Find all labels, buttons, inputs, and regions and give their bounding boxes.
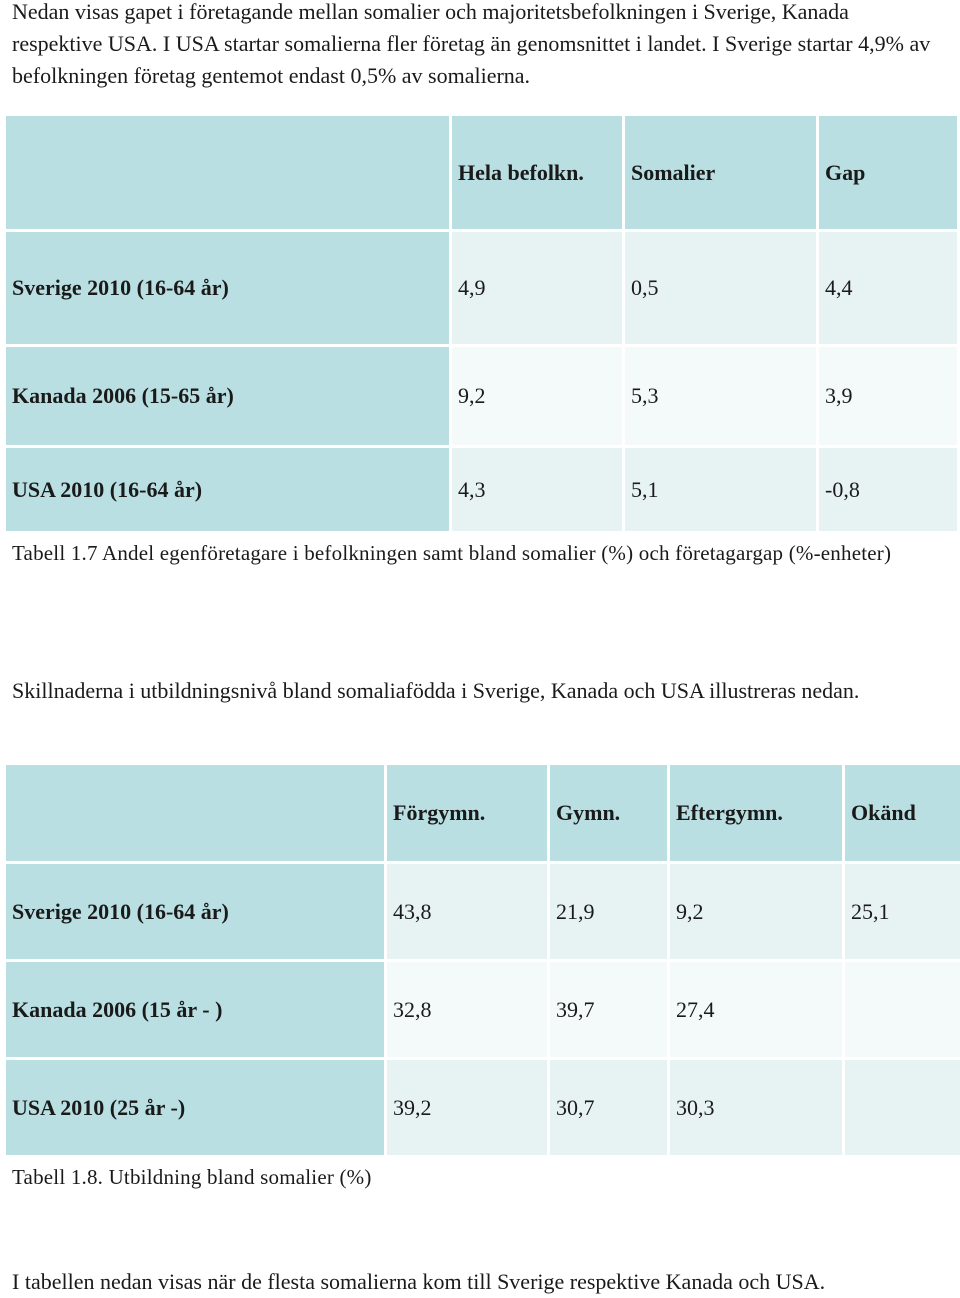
table-row: USA 2010 (25 år -) 39,2 30,7 30,3 [6, 1060, 960, 1155]
table-header-row: Hela befolkn. Somalier Gap [6, 116, 957, 229]
header-somalier: Somalier [625, 116, 816, 229]
table-cell: 39,2 [387, 1060, 547, 1155]
table-row: Kanada 2006 (15-65 år) 9,2 5,3 3,9 [6, 347, 957, 445]
table-cell: 9,2 [670, 864, 842, 959]
row-label: Sverige 2010 (16-64 år) [6, 232, 449, 344]
entrepreneurship-table: Hela befolkn. Somalier Gap Sverige 2010 … [3, 113, 960, 534]
intro-paragraph: Nedan visas gapet i företagande mellan s… [12, 0, 931, 88]
table-cell: -0,8 [819, 448, 957, 531]
header-empty-cell [6, 765, 384, 861]
header-empty-cell [6, 116, 449, 229]
table-cell [845, 1060, 960, 1155]
header-hela-befolkn: Hela befolkn. [452, 116, 622, 229]
final-paragraph: I tabellen nedan visas när de flesta som… [12, 1269, 826, 1294]
table-row: USA 2010 (16-64 år) 4,3 5,1 -0,8 [6, 448, 957, 531]
row-label: Kanada 2006 (15 år - ) [6, 962, 384, 1057]
header-gymn: Gymn. [550, 765, 667, 861]
header-okand: Okänd [845, 765, 960, 861]
education-table: Förgymn. Gymn. Eftergymn. Okänd Sverige … [3, 762, 960, 1158]
table-cell: 9,2 [452, 347, 622, 445]
table-row: Sverige 2010 (16-64 år) 43,8 21,9 9,2 25… [6, 864, 960, 959]
table-cell: 32,8 [387, 962, 547, 1057]
table-cell: 39,7 [550, 962, 667, 1057]
table-caption-1-8: Tabell 1.8. Utbildning bland somalier (%… [12, 1165, 372, 1189]
row-label: USA 2010 (25 år -) [6, 1060, 384, 1155]
table-caption-1-7: Tabell 1.7 Andel egenföretagare i befolk… [12, 541, 892, 565]
middle-paragraph: Skillnaderna i utbildningsnivå bland som… [12, 678, 860, 703]
table-cell: 43,8 [387, 864, 547, 959]
row-label: USA 2010 (16-64 år) [6, 448, 449, 531]
table-header-row: Förgymn. Gymn. Eftergymn. Okänd [6, 765, 960, 861]
table-cell: 0,5 [625, 232, 816, 344]
table-cell: 4,9 [452, 232, 622, 344]
table-cell [845, 962, 960, 1057]
row-label: Sverige 2010 (16-64 år) [6, 864, 384, 959]
table-cell: 25,1 [845, 864, 960, 959]
table-cell: 4,3 [452, 448, 622, 531]
header-eftergymn: Eftergymn. [670, 765, 842, 861]
table-row: Kanada 2006 (15 år - ) 32,8 39,7 27,4 [6, 962, 960, 1057]
table-cell: 30,3 [670, 1060, 842, 1155]
header-forgymn: Förgymn. [387, 765, 547, 861]
table-cell: 5,1 [625, 448, 816, 531]
row-label: Kanada 2006 (15-65 år) [6, 347, 449, 445]
table-cell: 30,7 [550, 1060, 667, 1155]
table-cell: 4,4 [819, 232, 957, 344]
table-cell: 21,9 [550, 864, 667, 959]
table-cell: 3,9 [819, 347, 957, 445]
table-cell: 5,3 [625, 347, 816, 445]
table-cell: 27,4 [670, 962, 842, 1057]
header-gap: Gap [819, 116, 957, 229]
table-row: Sverige 2010 (16-64 år) 4,9 0,5 4,4 [6, 232, 957, 344]
